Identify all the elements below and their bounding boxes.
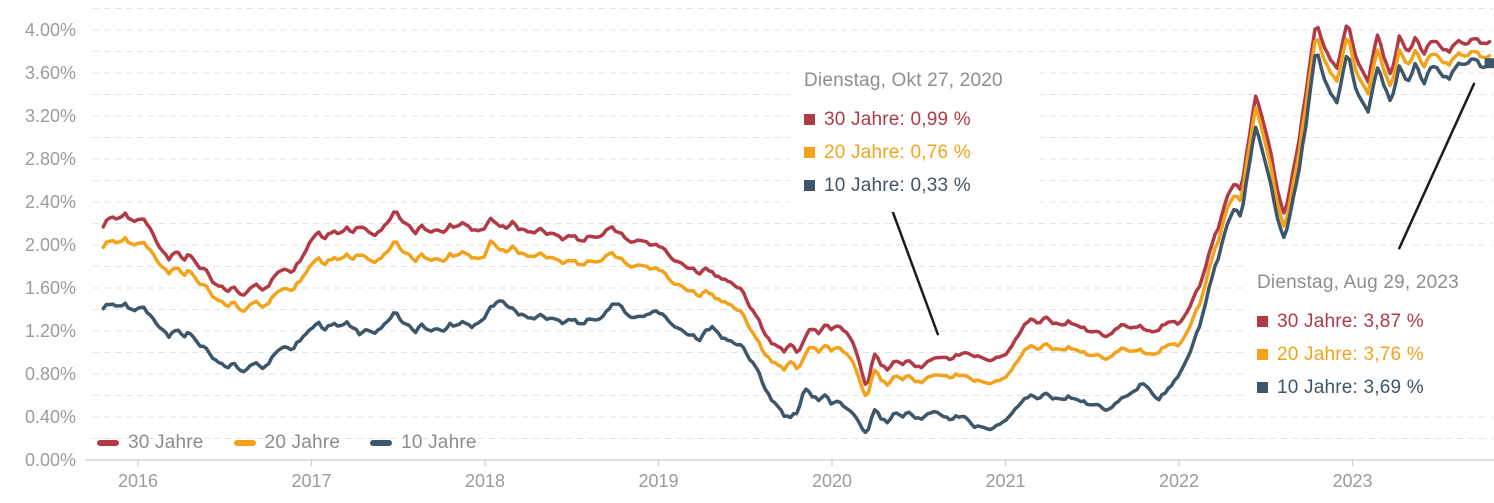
tooltip-row-text: 20 Jahre: 0,76 %	[824, 141, 971, 163]
legend-dash-icon	[97, 440, 119, 446]
series-square-icon	[804, 180, 815, 191]
tooltip-rows: 30 Jahre: 0,99 % 20 Jahre: 0,76 % 10 Jahre…	[804, 103, 1024, 202]
tooltip-row-text: 30 Jahre: 3,87 %	[1277, 310, 1424, 332]
legend-label: 10 Jahre	[401, 432, 477, 453]
y-axis-label: 3.60%	[25, 63, 76, 83]
x-axis-label: 2016	[118, 471, 158, 491]
legend-label: 30 Jahre	[128, 432, 204, 453]
tooltip-row-text: 10 Jahre: 0,33 %	[824, 174, 971, 196]
legend-label: 20 Jahre	[264, 432, 341, 453]
y-axis-label: 0.00%	[25, 450, 76, 470]
series-square-icon	[1257, 382, 1268, 393]
y-axis-label: 1.60%	[25, 278, 76, 298]
last-point-marker	[1484, 58, 1494, 69]
tooltip-row-text: 20 Jahre: 3,76 %	[1277, 343, 1424, 365]
tooltip-aug-29-2023: Dienstag, Aug 29, 2023 30 Jahre: 3,87 % 2…	[1243, 262, 1494, 414]
series-square-icon	[804, 147, 815, 158]
legend-item-20-jahre[interactable]: 20 Jahre	[233, 432, 341, 454]
x-axis-label: 2023	[1332, 471, 1372, 491]
y-axis-label: 1.20%	[25, 321, 76, 341]
legend-item-10-jahre[interactable]: 10 Jahre	[370, 432, 477, 454]
tooltip-row-30-jahre: 30 Jahre: 3,87 %	[1257, 305, 1478, 338]
callout-line	[891, 210, 940, 336]
y-axis-label: 2.40%	[25, 192, 76, 212]
tooltip-row-20-jahre: 20 Jahre: 3,76 %	[1257, 338, 1478, 371]
series-line-20-jahre[interactable]	[101, 37, 1492, 398]
x-axis-label: 2021	[985, 471, 1025, 491]
series-line-10-jahre[interactable]	[101, 53, 1492, 435]
x-axis-label: 2019	[638, 471, 678, 491]
tooltip-row-30-jahre: 30 Jahre: 0,99 %	[804, 103, 1024, 136]
tooltip-row-text: 30 Jahre: 0,99 %	[824, 108, 971, 130]
callout-line	[1398, 82, 1476, 250]
series-square-icon	[1257, 349, 1268, 360]
y-axis-label: 2.80%	[25, 149, 76, 169]
tooltip-row-10-jahre: 10 Jahre: 3,69 %	[1257, 371, 1478, 404]
legend-dash-icon	[233, 440, 256, 446]
tooltip-rows: 30 Jahre: 3,87 % 20 Jahre: 3,76 % 10 Jahre…	[1257, 305, 1478, 404]
x-axis-label: 2018	[465, 471, 505, 491]
chart-legend: 30 Jahre 20 Jahre 10 Jahre	[97, 432, 477, 454]
tooltip-row-text: 10 Jahre: 3,69 %	[1277, 376, 1424, 398]
x-axis-label: 2020	[812, 471, 852, 491]
series-line-30-jahre[interactable]	[101, 24, 1492, 386]
x-axis-label: 2017	[291, 471, 331, 491]
tooltip-row-10-jahre: 10 Jahre: 0,33 %	[804, 169, 1024, 202]
tooltip-row-20-jahre: 20 Jahre: 0,76 %	[804, 136, 1024, 169]
legend-item-30-jahre[interactable]: 30 Jahre	[97, 432, 204, 454]
y-axis-label: 0.80%	[25, 364, 76, 384]
y-axis-label: 2.00%	[25, 235, 76, 255]
tooltip-date: Dienstag, Aug 29, 2023	[1257, 272, 1459, 293]
y-axis-label: 3.20%	[25, 106, 76, 126]
series-square-icon	[1257, 316, 1268, 327]
legend-dash-icon	[370, 440, 393, 446]
tooltip-date: Dienstag, Okt 27, 2020	[804, 70, 1003, 91]
x-axis-label: 2022	[1159, 471, 1199, 491]
tooltip-okt-27-2020: Dienstag, Okt 27, 2020 30 Jahre: 0,99 % 2…	[790, 60, 1040, 212]
y-axis-label: 0.40%	[25, 407, 76, 427]
y-axis-label: 4.00%	[25, 20, 76, 40]
series-square-icon	[804, 114, 815, 125]
